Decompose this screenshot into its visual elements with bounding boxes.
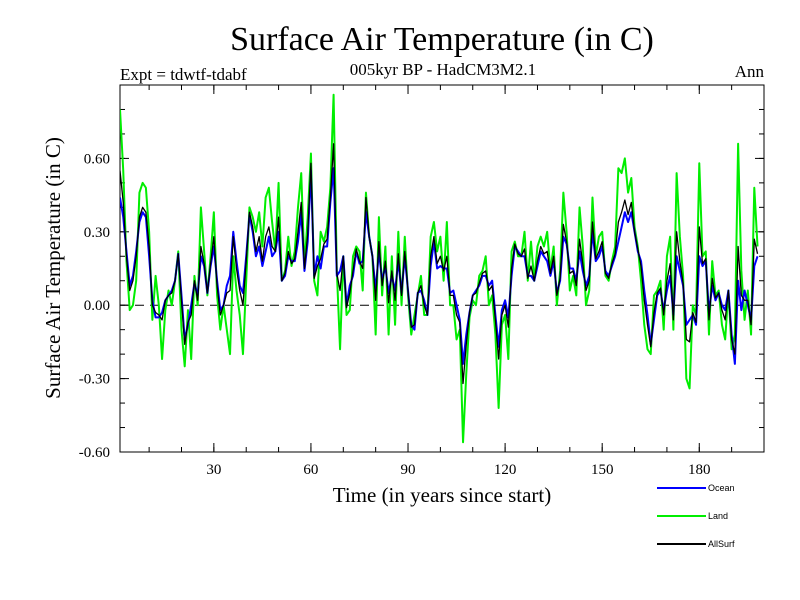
x-tick-label: 120 (494, 462, 517, 478)
x-tick-label: 150 (591, 462, 614, 478)
legend-label-ocean: Ocean (708, 483, 735, 493)
x-tick-label: 60 (303, 462, 318, 478)
y-axis-label: Surface Air Temperature (in C) (41, 137, 65, 399)
chart-title: Surface Air Temperature (in C) (230, 21, 654, 58)
series-line-allsurf (120, 143, 759, 385)
chart-subtitle: 005kyr BP - HadCM3M2.1 (350, 60, 536, 79)
axis-ticks: -0.60 -0.30 0.00 0.30 0.60 30 60 90 120 150 180 (79, 84, 765, 478)
plot-frame (119, 84, 765, 453)
legend: Ocean Land AllSurf (657, 483, 735, 549)
y-tick-label: -0.60 (79, 445, 110, 461)
y-tick-label: 0.60 (84, 151, 110, 167)
series-layer (120, 93, 759, 444)
y-tick-label: -0.30 (79, 372, 110, 388)
y-tick-label: 0.30 (84, 225, 110, 241)
period-label: Ann (735, 62, 765, 81)
x-tick-label: 90 (401, 462, 416, 478)
x-axis-label: Time (in years since start) (333, 483, 552, 507)
y-tick-label: 0.00 (84, 298, 110, 314)
expt-label: Expt = tdwtf-tdabf (120, 65, 247, 84)
legend-label-allsurf: AllSurf (708, 539, 735, 549)
x-tick-label: 180 (688, 462, 711, 478)
legend-label-land: Land (708, 511, 728, 521)
x-tick-label: 30 (206, 462, 221, 478)
